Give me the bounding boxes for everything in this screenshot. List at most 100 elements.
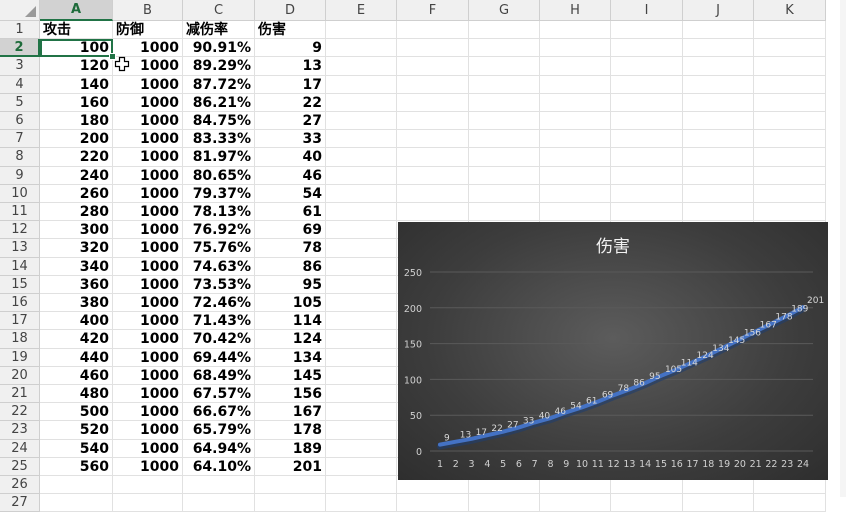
cell-c24[interactable]: 64.94% (183, 439, 255, 458)
cell-j6[interactable] (683, 112, 754, 131)
fill-handle[interactable] (109, 53, 116, 61)
cell-b5[interactable]: 1000 (113, 93, 183, 112)
damage-line-chart[interactable]: 伤害 0 50 100 150 200 250 1 2 3 4 5 6 7 8 9 10 11 12 13 14 15… (398, 222, 828, 480)
cell-g3[interactable] (469, 57, 540, 76)
cell-c20[interactable]: 68.49% (183, 366, 255, 385)
cell-i4[interactable] (611, 75, 683, 94)
cell-i5[interactable] (611, 93, 683, 112)
cell-f8[interactable] (397, 148, 469, 167)
cell-e16[interactable] (326, 294, 397, 313)
cell-b6[interactable]: 1000 (113, 112, 183, 131)
cell-d15[interactable]: 95 (255, 275, 326, 294)
cell-e5[interactable] (326, 93, 397, 112)
cell-c22[interactable]: 66.67% (183, 403, 255, 422)
cell-c15[interactable]: 73.53% (183, 275, 255, 294)
cell-d14[interactable]: 86 (255, 257, 326, 276)
cell-i10[interactable] (611, 184, 683, 203)
select-all-corner[interactable] (0, 0, 40, 21)
cell-a12[interactable]: 300 (40, 221, 113, 240)
cell-f3[interactable] (397, 57, 469, 76)
column-header-d[interactable]: D (255, 0, 326, 21)
column-header-e[interactable]: E (326, 0, 397, 21)
cell-j9[interactable] (683, 166, 754, 185)
column-header-g[interactable]: G (469, 0, 540, 21)
cell-c7[interactable]: 83.33% (183, 130, 255, 149)
cell-d12[interactable]: 69 (255, 221, 326, 240)
row-header-15[interactable]: 15 (0, 275, 40, 294)
column-header-c[interactable]: C (183, 0, 255, 21)
cell-h1[interactable] (540, 21, 611, 40)
cell-e7[interactable] (326, 130, 397, 149)
cell-d13[interactable]: 78 (255, 239, 326, 258)
cell-e1[interactable] (326, 21, 397, 40)
column-header-f[interactable]: F (397, 0, 469, 21)
cell-k11[interactable] (754, 203, 826, 222)
cell-e8[interactable] (326, 148, 397, 167)
cell-i2[interactable] (611, 39, 683, 58)
cell-e11[interactable] (326, 203, 397, 222)
cell-b22[interactable]: 1000 (113, 403, 183, 422)
cell-b13[interactable]: 1000 (113, 239, 183, 258)
row-header-8[interactable]: 8 (0, 148, 40, 167)
cell-e3[interactable] (326, 57, 397, 76)
column-header-i[interactable]: I (611, 0, 683, 21)
cell-b9[interactable]: 1000 (113, 166, 183, 185)
row-header-20[interactable]: 20 (0, 366, 40, 385)
cell-c14[interactable]: 74.63% (183, 257, 255, 276)
cell-j1[interactable] (683, 21, 754, 40)
cell-j26[interactable] (683, 476, 754, 495)
cell-d17[interactable]: 114 (255, 312, 326, 331)
cell-f26[interactable] (397, 476, 469, 495)
row-header-26[interactable]: 26 (0, 476, 40, 495)
column-header-b[interactable]: B (113, 0, 183, 21)
cell-b3[interactable]: 1000 (113, 57, 183, 76)
cell-k10[interactable] (754, 184, 826, 203)
cell-a11[interactable]: 280 (40, 203, 113, 222)
cell-b20[interactable]: 1000 (113, 366, 183, 385)
cell-e23[interactable] (326, 421, 397, 440)
cell-e26[interactable] (326, 476, 397, 495)
cell-i3[interactable] (611, 57, 683, 76)
cell-a1[interactable]: 攻击 (40, 21, 113, 40)
cell-a26[interactable] (40, 476, 113, 495)
cell-b26[interactable] (113, 476, 183, 495)
cell-c21[interactable]: 67.57% (183, 385, 255, 404)
cell-g2[interactable] (469, 39, 540, 58)
cell-d23[interactable]: 178 (255, 421, 326, 440)
cell-b4[interactable]: 1000 (113, 75, 183, 94)
row-header-18[interactable]: 18 (0, 330, 40, 349)
cell-b14[interactable]: 1000 (113, 257, 183, 276)
cell-j11[interactable] (683, 203, 754, 222)
cell-b23[interactable]: 1000 (113, 421, 183, 440)
column-header-j[interactable]: J (683, 0, 754, 21)
cell-f2[interactable] (397, 39, 469, 58)
row-header-1[interactable]: 1 (0, 21, 40, 40)
cell-d22[interactable]: 167 (255, 403, 326, 422)
cell-c4[interactable]: 87.72% (183, 75, 255, 94)
cell-a21[interactable]: 480 (40, 385, 113, 404)
cell-a22[interactable]: 500 (40, 403, 113, 422)
row-header-25[interactable]: 25 (0, 457, 40, 476)
cell-d18[interactable]: 124 (255, 330, 326, 349)
cell-g1[interactable] (469, 21, 540, 40)
cell-f6[interactable] (397, 112, 469, 131)
row-header-2[interactable]: 2 (0, 39, 40, 58)
cell-d25[interactable]: 201 (255, 457, 326, 476)
cell-a8[interactable]: 220 (40, 148, 113, 167)
cell-a15[interactable]: 360 (40, 275, 113, 294)
cell-c3[interactable]: 89.29% (183, 57, 255, 76)
cell-i1[interactable] (611, 21, 683, 40)
cell-g6[interactable] (469, 112, 540, 131)
cell-g11[interactable] (469, 203, 540, 222)
column-header-h[interactable]: H (540, 0, 611, 21)
cell-k7[interactable] (754, 130, 826, 149)
row-header-11[interactable]: 11 (0, 203, 40, 222)
cell-e12[interactable] (326, 221, 397, 240)
cell-d8[interactable]: 40 (255, 148, 326, 167)
cell-e15[interactable] (326, 275, 397, 294)
row-header-21[interactable]: 21 (0, 385, 40, 404)
row-header-5[interactable]: 5 (0, 93, 40, 112)
cell-d21[interactable]: 156 (255, 385, 326, 404)
cell-c6[interactable]: 84.75% (183, 112, 255, 131)
cell-f9[interactable] (397, 166, 469, 185)
